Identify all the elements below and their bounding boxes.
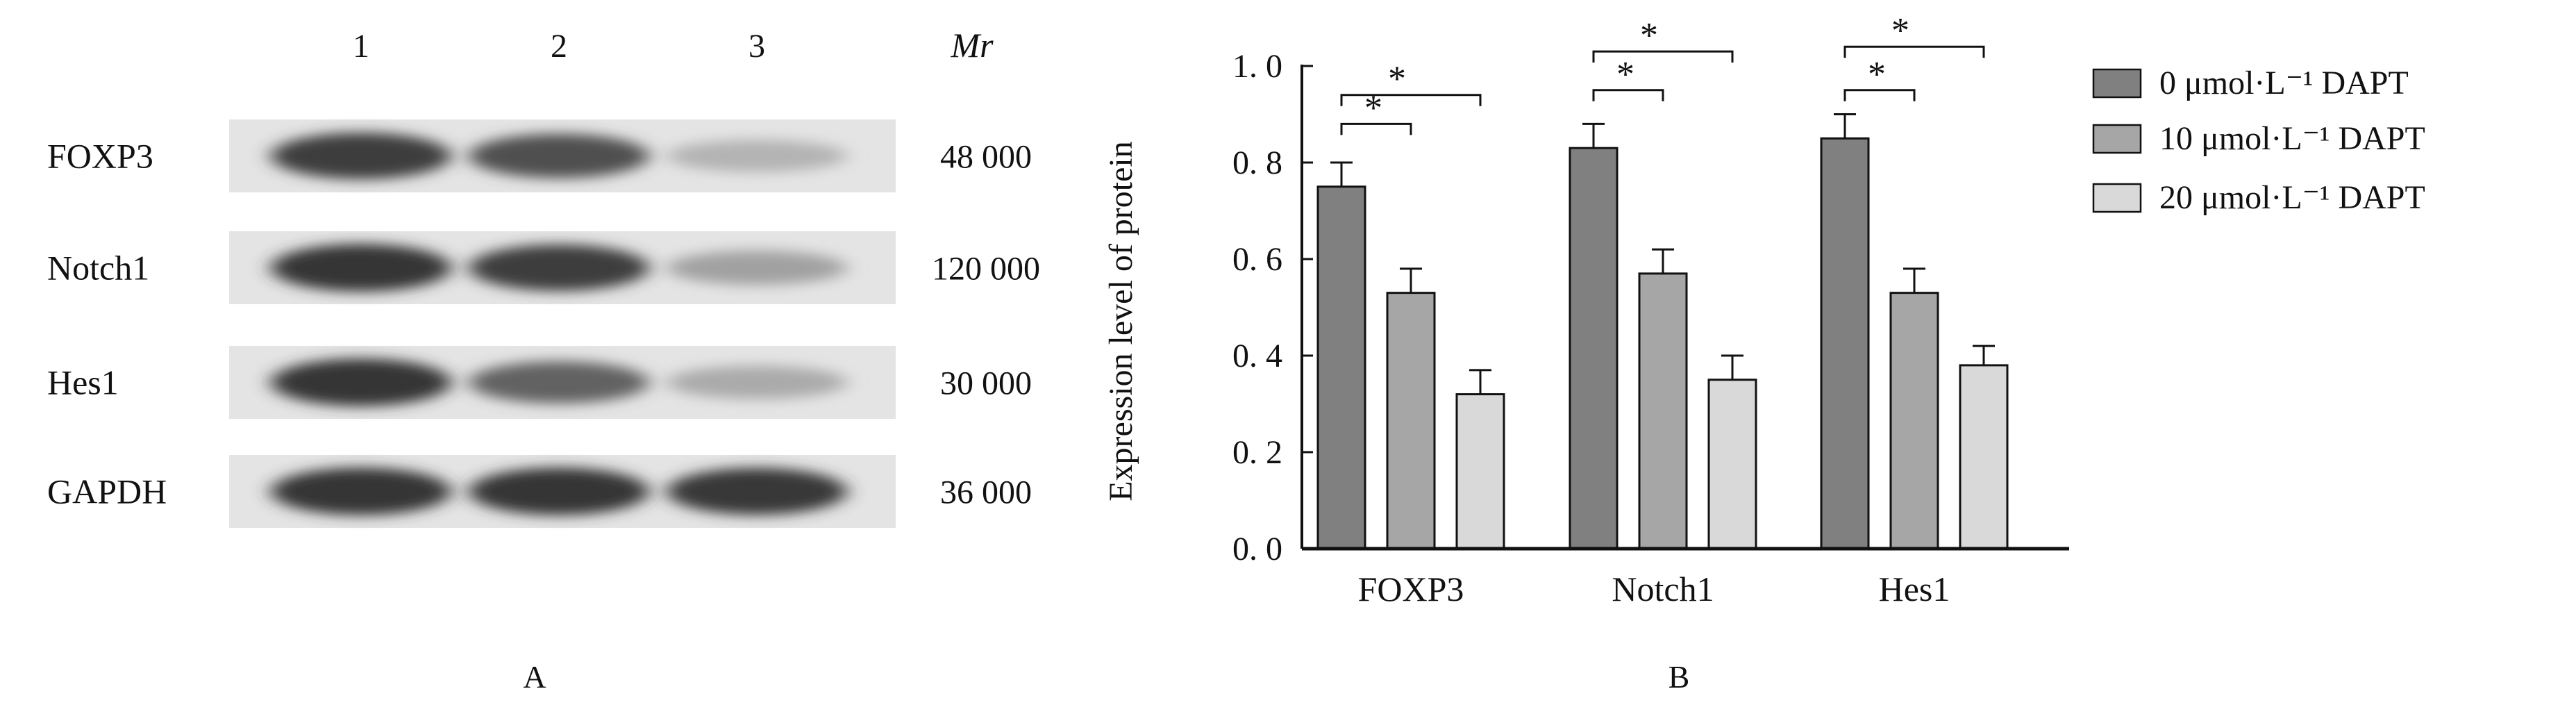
y-tick-label: 1. 0 bbox=[1232, 48, 1282, 85]
bar bbox=[1638, 272, 1688, 550]
lane-label-1: 1 bbox=[353, 28, 369, 65]
significance-bracket bbox=[1592, 89, 1664, 101]
significance-star: * bbox=[1891, 11, 1909, 51]
blot-band bbox=[469, 244, 649, 292]
mr-value: 48 000 bbox=[940, 139, 1032, 176]
blot-band bbox=[469, 467, 649, 515]
panel-label-a: A bbox=[523, 659, 546, 695]
blot-band bbox=[667, 467, 847, 515]
significance-star: * bbox=[1640, 16, 1658, 56]
blot-band bbox=[469, 361, 649, 404]
legend-item: 0 μmol·L⁻¹ DAPT bbox=[2092, 65, 2409, 101]
legend-label: 0 μmol·L⁻¹ DAPT bbox=[2159, 65, 2409, 101]
bar bbox=[1316, 185, 1366, 550]
bar bbox=[1455, 393, 1505, 550]
significance-bracket bbox=[1592, 50, 1734, 63]
blot-band bbox=[667, 365, 847, 399]
blot-band bbox=[667, 140, 847, 172]
lane-label-3: 3 bbox=[748, 28, 765, 65]
protein-label: Notch1 bbox=[47, 249, 149, 288]
legend-item: 10 μmol·L⁻¹ DAPT bbox=[2092, 120, 2425, 157]
significance-bracket bbox=[1340, 122, 1412, 135]
panel-label-b: B bbox=[1668, 659, 1690, 695]
significance-bracket bbox=[1340, 94, 1482, 106]
significance-star: * bbox=[1868, 55, 1886, 94]
blot-band bbox=[271, 132, 451, 180]
bar bbox=[1889, 292, 1939, 550]
y-tick-label: 0. 8 bbox=[1232, 144, 1282, 181]
bar bbox=[1959, 364, 2009, 550]
legend-swatch bbox=[2092, 124, 2142, 154]
legend-item: 20 μmol·L⁻¹ DAPT bbox=[2092, 179, 2425, 216]
y-tick-label: 0. 6 bbox=[1232, 241, 1282, 278]
protein-label: FOXP3 bbox=[47, 137, 153, 176]
blot-band bbox=[271, 358, 451, 406]
western-blot-panel: 1 2 3 Mr FOXP3 48 000 Notch1 120 000 Hes1 30 000 G… bbox=[47, 26, 1040, 528]
significance-star: * bbox=[1388, 60, 1406, 99]
bar bbox=[1569, 147, 1619, 550]
protein-label: GAPDH bbox=[47, 472, 167, 511]
significance-bracket bbox=[1843, 89, 1916, 101]
mr-value: 30 000 bbox=[940, 365, 1032, 402]
bar bbox=[1707, 379, 1757, 550]
x-tick-label: Hes1 bbox=[1879, 570, 1950, 608]
y-axis-label: Expression level of protein bbox=[1103, 141, 1139, 501]
bar bbox=[1820, 137, 1870, 550]
significance-star: * bbox=[1616, 55, 1634, 94]
blot-row-notch1: Notch1 120 000 bbox=[47, 231, 1040, 304]
blot-band bbox=[469, 133, 649, 178]
blot-band bbox=[271, 467, 451, 515]
bar-chart-panel: 0. 0 0. 2 0. 4 0. 6 0. 8 1. 0 Expression level… bbox=[1103, 11, 2425, 608]
x-tick-label: FOXP3 bbox=[1358, 570, 1464, 608]
blot-row-gapdh: GAPDH 36 000 bbox=[47, 455, 1032, 528]
lane-label-2: 2 bbox=[551, 28, 567, 65]
mr-value: 120 000 bbox=[932, 251, 1040, 288]
blot-row-hes1: Hes1 30 000 bbox=[47, 346, 1032, 419]
significance-bracket bbox=[1843, 45, 1985, 58]
y-tick-label: 0. 0 bbox=[1232, 531, 1282, 567]
legend-swatch bbox=[2092, 183, 2142, 213]
blot-band bbox=[667, 250, 847, 285]
blot-band bbox=[271, 244, 451, 292]
blot-row-foxp3: FOXP3 48 000 bbox=[47, 119, 1032, 192]
legend-swatch bbox=[2092, 68, 2142, 99]
protein-label: Hes1 bbox=[47, 363, 119, 402]
y-tick-label: 0. 2 bbox=[1232, 434, 1282, 471]
y-tick-label: 0. 4 bbox=[1232, 338, 1282, 374]
x-tick-label: Notch1 bbox=[1612, 570, 1714, 608]
mr-value: 36 000 bbox=[940, 474, 1032, 511]
bar bbox=[1386, 292, 1436, 550]
mr-header: Mr bbox=[950, 26, 994, 65]
legend-label: 20 μmol·L⁻¹ DAPT bbox=[2159, 179, 2425, 216]
legend-label: 10 μmol·L⁻¹ DAPT bbox=[2159, 120, 2425, 157]
